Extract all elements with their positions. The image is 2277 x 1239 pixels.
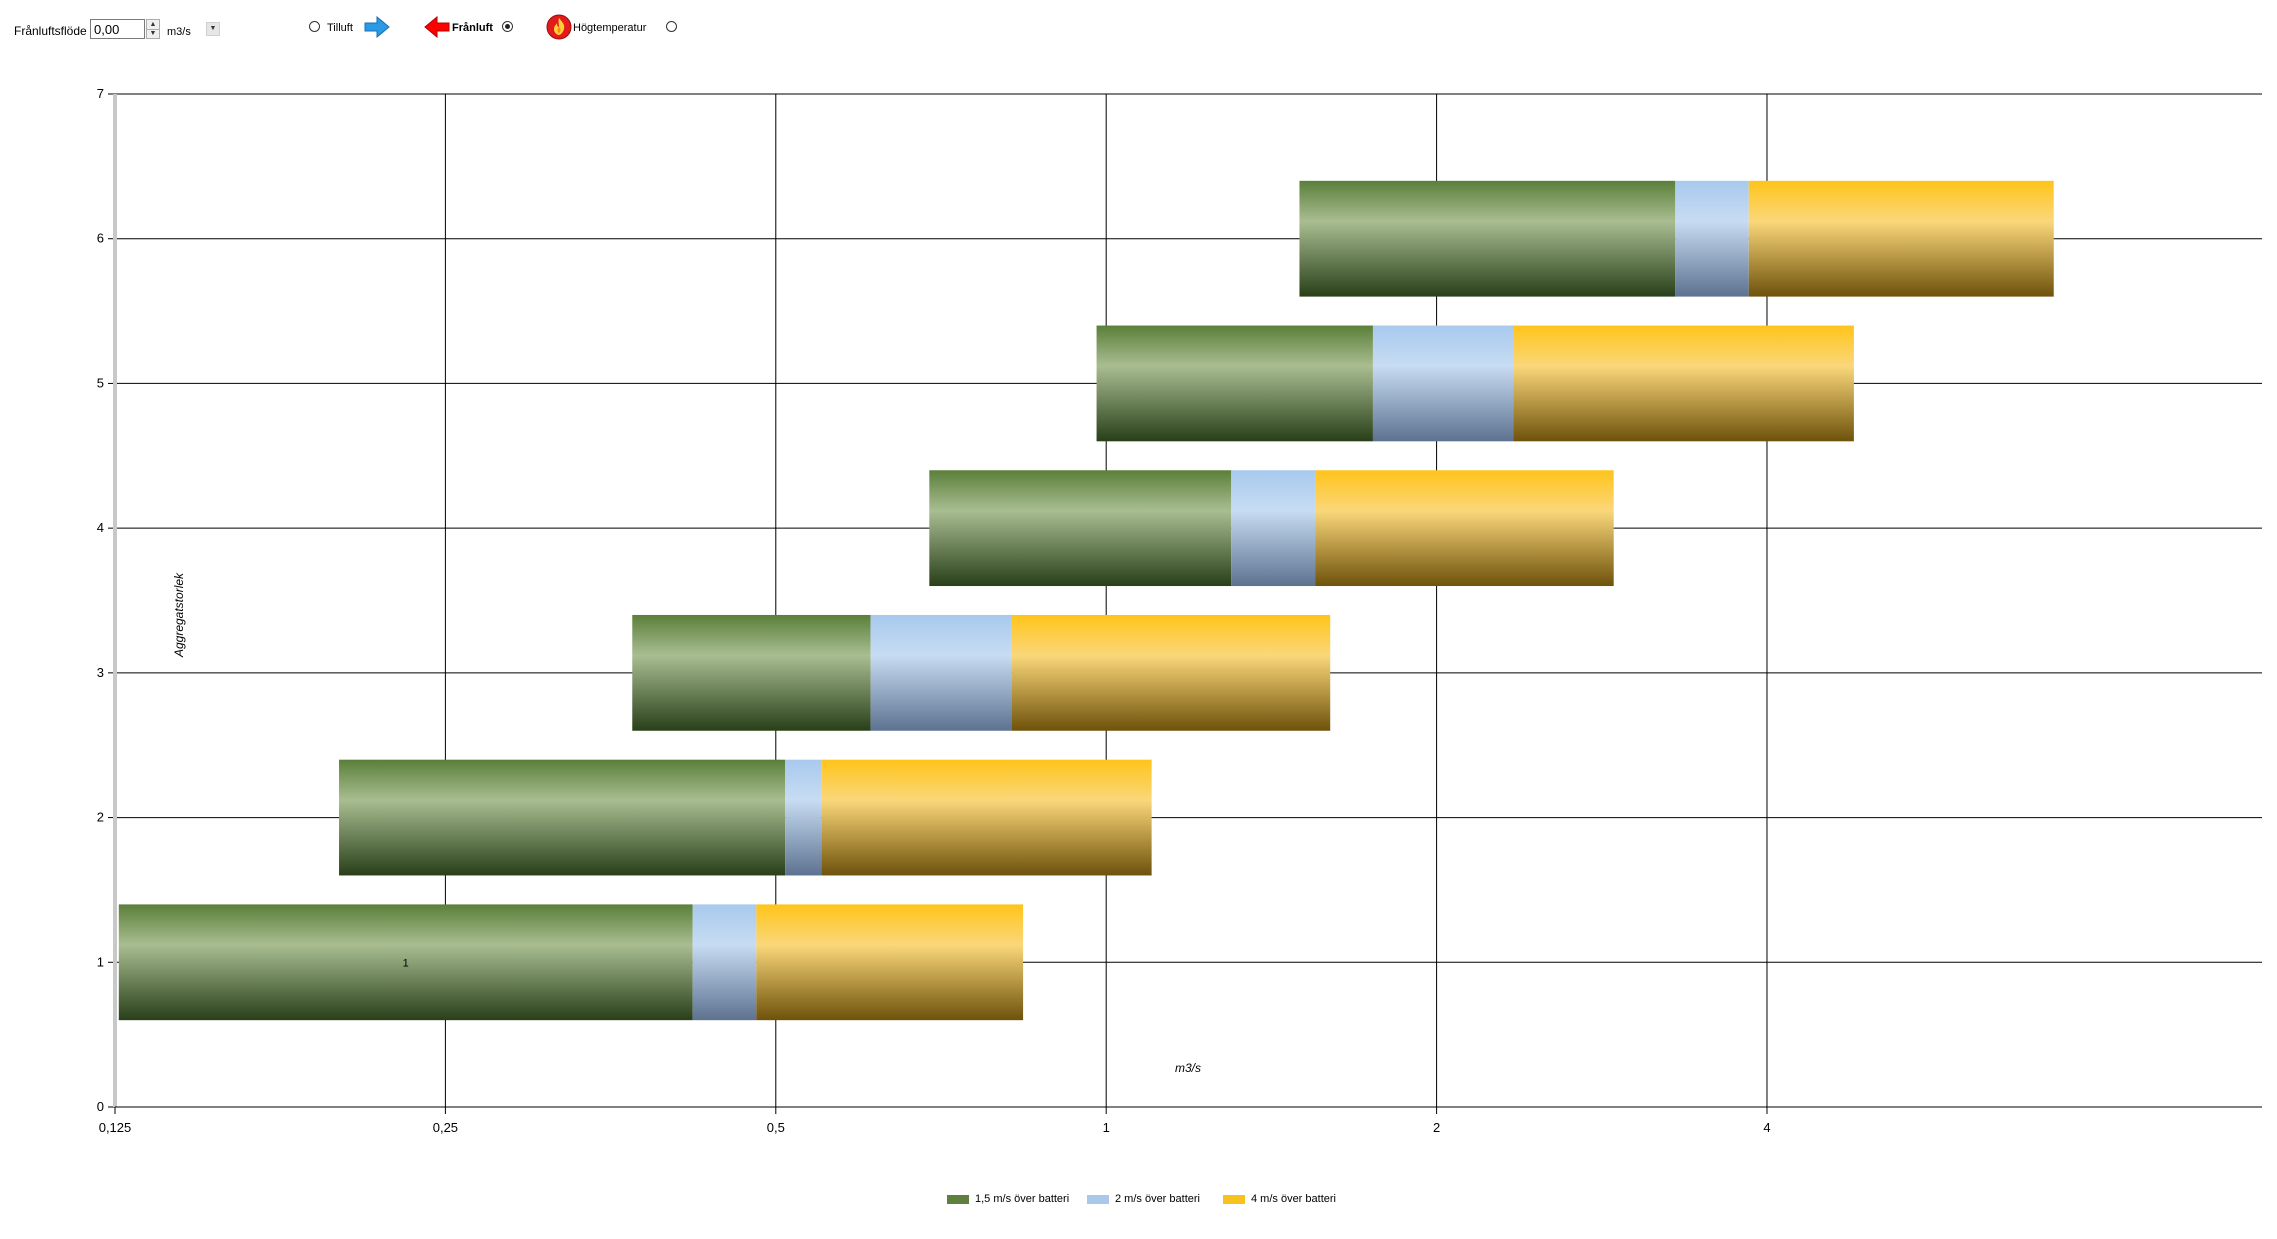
bar-segment: [1372, 325, 1514, 442]
y-tick-label: 7: [97, 86, 104, 101]
x-tick-label: 2: [1433, 1120, 1440, 1135]
x-axis-title: m3/s: [1175, 1061, 1201, 1075]
unit-dropdown-chevron-down-icon[interactable]: ▼: [206, 22, 220, 36]
bar-segment: [118, 904, 693, 1021]
legend-label: 1,5 m/s över batteri: [975, 1193, 1070, 1205]
legend-swatch: [1223, 1195, 1245, 1204]
hogtemperatur-radio[interactable]: [666, 21, 677, 32]
bar-label: 1: [403, 957, 409, 969]
x-tick-label: 0,125: [99, 1120, 132, 1135]
bars: 1: [118, 180, 2054, 1021]
y-tick-label: 1: [97, 954, 104, 969]
legend-label: 4 m/s över batteri: [1251, 1193, 1336, 1205]
bar-segment: [785, 759, 822, 876]
spinner-up-icon[interactable]: ▲: [147, 20, 159, 30]
bar-segment: [1675, 180, 1749, 297]
bar-segment: [1748, 180, 2054, 297]
arrow-right-icon: [364, 16, 390, 38]
bar-segment: [821, 759, 1152, 876]
x-tick-label: 1: [1103, 1120, 1110, 1135]
toolbar: Frånluftsflöde ▲ ▼ m3/s ▼ Tilluft Frånlu…: [0, 0, 2277, 56]
legend-swatch: [947, 1195, 969, 1204]
arrow-left-icon: [424, 16, 450, 38]
y-axis-title: Aggregatstorlek: [172, 572, 186, 658]
bar-segment: [1231, 470, 1316, 587]
y-tick-label: 4: [97, 520, 104, 535]
y-tick-label: 3: [97, 665, 104, 680]
y-tick-label: 5: [97, 375, 104, 390]
y-tick-label: 6: [97, 231, 104, 246]
axes: 0 1 2 3 4 5 6 7 0,125 0,25 0,5 1 2 4: [97, 86, 2262, 1135]
legend-swatch: [1087, 1195, 1109, 1204]
x-tick-label: 0,25: [433, 1120, 458, 1135]
unit-label: m3/s: [167, 26, 191, 38]
franluft-label[interactable]: Frånluft: [452, 22, 493, 34]
bar-segment: [1315, 470, 1614, 587]
flow-label: Frånluftsflöde: [14, 24, 87, 38]
bar-segment: [692, 904, 757, 1021]
fire-icon: [546, 14, 572, 40]
bar-segment: [1096, 325, 1373, 442]
bar-segment: [756, 904, 1024, 1021]
flow-input[interactable]: [90, 19, 145, 39]
tilluft-radio[interactable]: [309, 21, 320, 32]
hogtemperatur-label[interactable]: Högtemperatur: [573, 22, 647, 34]
y-tick-label: 2: [97, 810, 104, 825]
tilluft-label[interactable]: Tilluft: [327, 22, 353, 34]
bar-segment: [1513, 325, 1854, 442]
x-tick-label: 4: [1763, 1120, 1770, 1135]
y-tick-label: 0: [97, 1099, 104, 1114]
flow-spinner[interactable]: ▲ ▼: [146, 19, 160, 39]
bar-segment: [929, 470, 1232, 587]
x-tick-label: 0,5: [767, 1120, 785, 1135]
bar-segment: [632, 614, 871, 731]
bar-segment: [339, 759, 786, 876]
bar-segment: [1299, 180, 1676, 297]
bar-segment: [870, 614, 1012, 731]
bar-segment: [1011, 614, 1331, 731]
spinner-down-icon[interactable]: ▼: [149, 30, 157, 37]
legend-label: 2 m/s över batteri: [1115, 1193, 1200, 1205]
franluft-radio[interactable]: [502, 21, 513, 32]
